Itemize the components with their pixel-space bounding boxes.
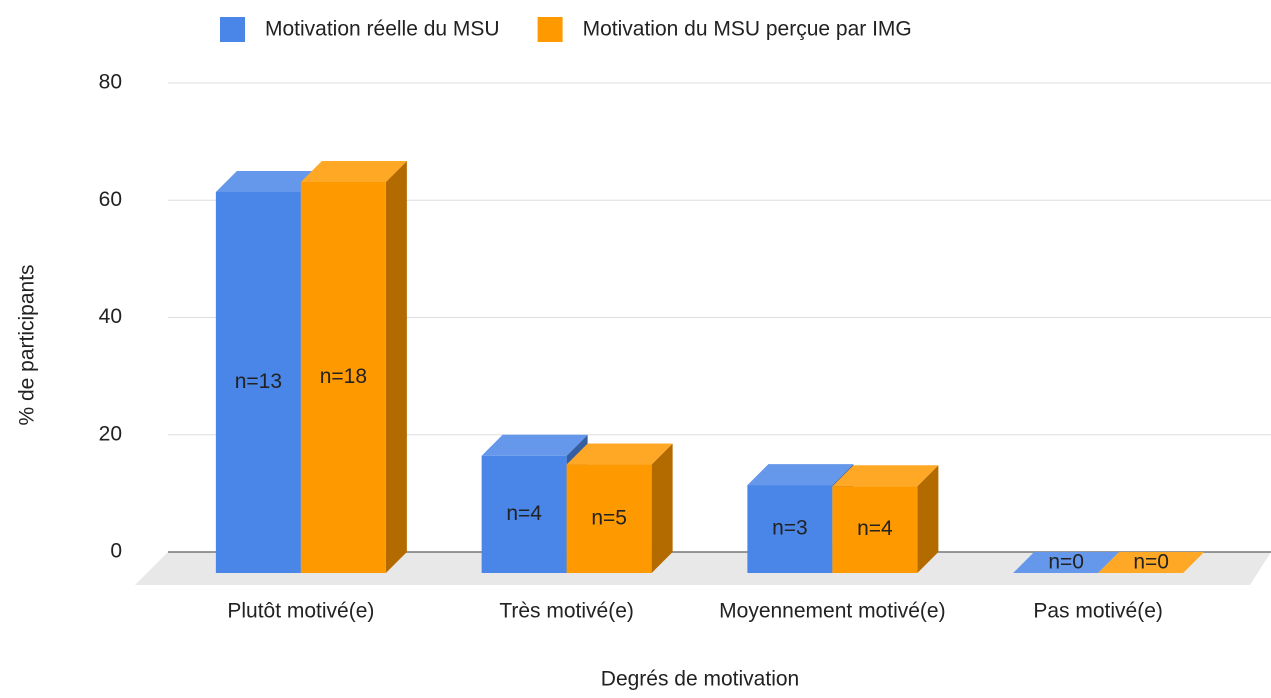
data-label: n=3 bbox=[772, 517, 808, 540]
bar-top bbox=[215, 170, 322, 192]
bar-top bbox=[1013, 552, 1120, 573]
data-label: n=18 bbox=[320, 365, 367, 388]
data-label: n=0 bbox=[1133, 551, 1169, 574]
legend-swatch bbox=[220, 17, 245, 42]
bar bbox=[300, 181, 386, 573]
bar-top bbox=[300, 160, 407, 182]
data-label: n=0 bbox=[1048, 551, 1084, 574]
bar-top bbox=[566, 443, 673, 465]
bar-top bbox=[481, 434, 588, 456]
x-tick-label: Très motivé(e) bbox=[499, 600, 634, 623]
bar bbox=[481, 455, 567, 573]
x-tick-label: Plutôt motivé(e) bbox=[227, 600, 374, 623]
legend-label: Motivation du MSU perçue par IMG bbox=[583, 18, 912, 41]
data-label: n=4 bbox=[506, 502, 542, 525]
bar bbox=[832, 486, 918, 573]
bar-side bbox=[385, 160, 407, 573]
bar bbox=[215, 191, 301, 573]
y-tick-label: 60 bbox=[99, 188, 122, 211]
y-tick-label: 40 bbox=[99, 305, 122, 328]
data-label: n=13 bbox=[235, 370, 282, 393]
y-tick-label: 20 bbox=[99, 422, 122, 445]
bar-side bbox=[651, 443, 673, 573]
x-tick-label: Pas motivé(e) bbox=[1033, 600, 1163, 623]
y-axis-title: % de participants bbox=[16, 264, 39, 425]
bar-side bbox=[917, 465, 939, 573]
y-tick-label: 80 bbox=[99, 71, 122, 94]
data-label: n=4 bbox=[857, 517, 893, 540]
bar-top bbox=[747, 464, 854, 486]
legend-label: Motivation réelle du MSU bbox=[265, 18, 500, 41]
data-label: n=5 bbox=[591, 506, 627, 529]
legend-swatch bbox=[537, 17, 563, 42]
bar-top bbox=[1098, 552, 1205, 573]
x-axis-title: Degrés de motivation bbox=[601, 668, 799, 691]
bar bbox=[747, 485, 833, 573]
bar-top bbox=[832, 465, 939, 487]
bar bbox=[566, 464, 652, 573]
x-tick-label: Moyennement motivé(e) bbox=[719, 600, 945, 623]
floor bbox=[135, 552, 1271, 585]
y-tick-label: 0 bbox=[110, 540, 122, 563]
